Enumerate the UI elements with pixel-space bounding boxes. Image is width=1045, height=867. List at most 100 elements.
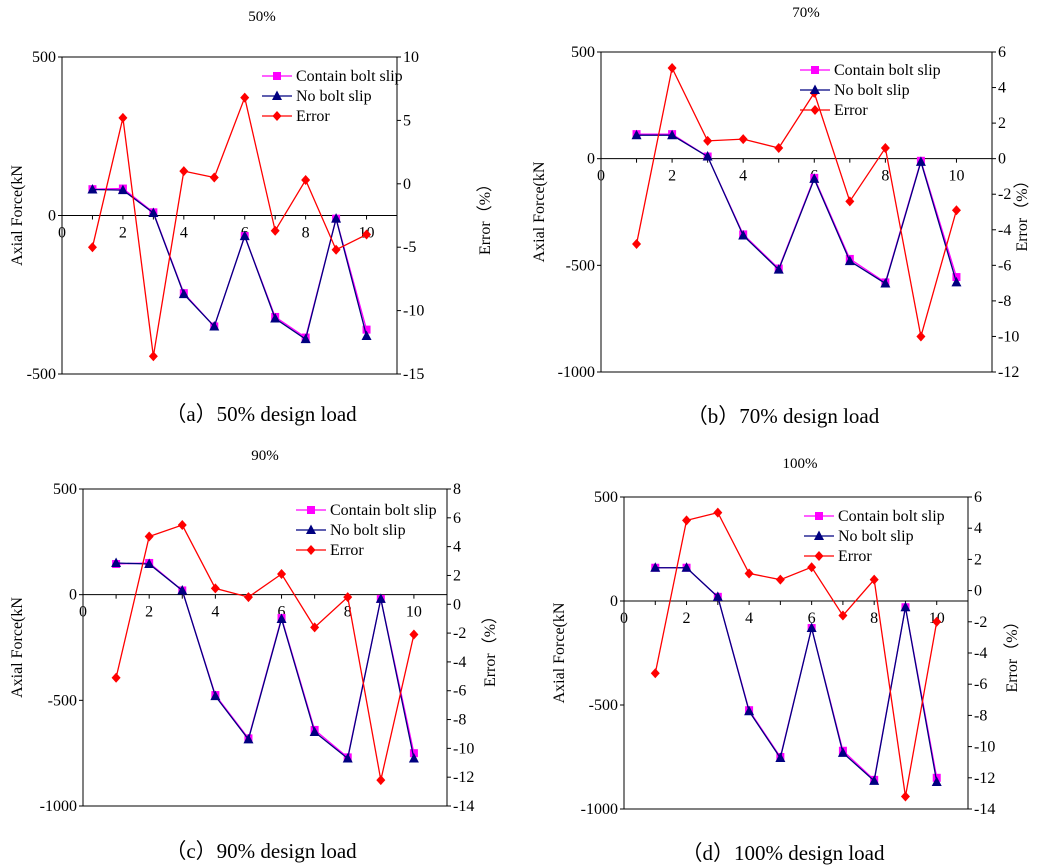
chart-c-ytick-label: 500 bbox=[53, 481, 77, 498]
chart-c-series-1-point bbox=[276, 613, 287, 623]
chart-d-legend-swatch-marker bbox=[814, 551, 824, 561]
chart-c-xtick-label: 4 bbox=[211, 604, 219, 621]
chart-d-ytick-label: -1000 bbox=[581, 801, 618, 818]
chart-c-ylabel: Axial Force(kN bbox=[9, 597, 26, 698]
chart-c-series-2-line bbox=[115, 524, 415, 781]
chart-a-series-2-point bbox=[270, 225, 280, 236]
chart-b-y2tick-label: -8 bbox=[998, 293, 1011, 310]
chart-b-series-2-point bbox=[951, 205, 961, 216]
chart-b-xtick-label: 0 bbox=[597, 168, 605, 185]
chart-a-series-2-point bbox=[148, 351, 158, 362]
chart-b-series-1-point bbox=[702, 151, 713, 161]
chart-c-xtick-label: 2 bbox=[145, 604, 153, 621]
chart-d-series-1-point bbox=[900, 601, 911, 612]
chart-b-series-1-point bbox=[880, 277, 891, 288]
chart-b-ytick-label: 500 bbox=[571, 44, 595, 61]
chart-d-y2tick-label: -14 bbox=[974, 801, 995, 818]
chart-a-caption: （a）50% design load bbox=[165, 402, 357, 426]
chart-d-y2tick-label: 6 bbox=[974, 489, 982, 506]
chart-a-series-2-point bbox=[240, 92, 250, 103]
chart-d-series-1-point bbox=[744, 705, 755, 716]
chart-b-xtick-label: 8 bbox=[881, 168, 889, 185]
chart-b-xtick-label: 10 bbox=[948, 168, 964, 185]
chart-c-ytick-label: -500 bbox=[48, 692, 77, 709]
chart-b-series-2-point bbox=[667, 63, 677, 73]
chart-a-series-2-point bbox=[331, 244, 341, 255]
chart-c-y2tick-label: 4 bbox=[453, 539, 461, 556]
chart-b-y2label: Error（%） bbox=[1013, 172, 1031, 251]
chart-c-series-1-line bbox=[116, 562, 415, 760]
chart-d-title: 100% bbox=[783, 456, 818, 472]
chart-d-series-2-point bbox=[838, 610, 848, 621]
chart-c-series-1-point bbox=[210, 690, 221, 701]
chart-d-ytick-label: 0 bbox=[610, 593, 618, 610]
chart-d-svg: 100% -1000 -500 0 500 -14 -12 -10 -8 -6 -4 -2 0 2 4 6 0 2… bbox=[551, 456, 1021, 818]
chart-b-series-2-point bbox=[738, 134, 748, 145]
chart-a-series-2-point bbox=[179, 166, 189, 177]
chart-d-series-2-point bbox=[650, 668, 660, 679]
chart-c-xtick-label: 0 bbox=[79, 604, 87, 621]
chart-b-series-1-point bbox=[773, 264, 784, 274]
chart-b-y2tick-label: -12 bbox=[998, 364, 1019, 381]
chart-a-ytick-label: 0 bbox=[48, 208, 56, 225]
chart-b-series-2-point bbox=[632, 239, 642, 249]
chart-d-xtick-label: 4 bbox=[745, 610, 753, 627]
chart-a-series-1-line bbox=[92, 188, 368, 341]
chart-b-series-1-point bbox=[809, 173, 820, 183]
chart-a-series-1-point bbox=[331, 213, 342, 223]
chart-a-series-2-point bbox=[301, 174, 311, 185]
chart-a-xtick-label: 8 bbox=[302, 225, 310, 242]
chart-panel-c: 90% -1000 -500 0 500 -14 -12 -10 -8 -6 -4 -2 0 2 4 6 8 0 2… bbox=[0, 433, 522, 866]
chart-a-ylabel: Axial Force(kN bbox=[9, 165, 26, 266]
chart-c-series-1-point bbox=[111, 557, 122, 567]
chart-d-xtick-label: 2 bbox=[683, 610, 691, 627]
chart-c-y2tick-label: -12 bbox=[453, 769, 474, 786]
chart-b-legend-label: Error bbox=[834, 102, 868, 119]
chart-c-title: 90% bbox=[251, 448, 279, 464]
chart-c-legend-label: Contain bolt slip bbox=[330, 502, 437, 519]
chart-d-y2tick-label: -6 bbox=[974, 676, 987, 693]
chart-a-series-1-point bbox=[239, 230, 250, 241]
chart-a-series-2-line bbox=[91, 95, 367, 357]
chart-a-y2tick-label: -5 bbox=[403, 239, 416, 256]
chart-b-series-2-point bbox=[845, 196, 855, 207]
chart-d-legend-swatch-marker bbox=[814, 530, 824, 540]
chart-b-y2tick-label: -4 bbox=[998, 222, 1011, 239]
chart-a-series-2-point bbox=[87, 242, 97, 253]
chart-d-legend-swatch-marker bbox=[815, 512, 823, 520]
chart-a-legend-swatch-marker bbox=[272, 111, 282, 121]
chart-a-y2tick-label: -10 bbox=[403, 303, 424, 320]
chart-b-legend-swatch-marker bbox=[811, 66, 819, 74]
chart-b-series-1-point bbox=[738, 229, 749, 240]
chart-d-series-2-line bbox=[654, 511, 938, 797]
chart-a-series-1-point bbox=[270, 313, 281, 323]
chart-c-ytick-label: -1000 bbox=[40, 798, 77, 815]
chart-d-y2tick-label: -8 bbox=[974, 707, 987, 724]
chart-c-series-2-point bbox=[111, 672, 121, 683]
chart-b-legend-label: No bolt slip bbox=[834, 82, 910, 99]
chart-d-series-2-point bbox=[869, 574, 879, 585]
chart-c-series-2-point bbox=[376, 775, 386, 786]
chart-a-series-1-point bbox=[209, 320, 220, 331]
chart-c-series-2-point bbox=[310, 622, 320, 633]
chart-b-svg: 70%-1000-5000500-12-10-8-6-4-20246024681… bbox=[531, 5, 1031, 381]
chart-a-xtick-label: 2 bbox=[119, 225, 127, 242]
chart-d-xtick-label: 0 bbox=[620, 610, 628, 627]
chart-d-y2tick-label: -12 bbox=[974, 770, 995, 787]
chart-b-series-1-line bbox=[636, 134, 958, 285]
chart-a-legend-swatch-marker bbox=[272, 90, 282, 100]
chart-b-y2tick-label: 0 bbox=[998, 151, 1006, 168]
chart-a-y2label: Error（%） bbox=[476, 176, 494, 255]
chart-c-series-1-point bbox=[177, 584, 188, 595]
chart-panel-b: 70%-1000-5000500-12-10-8-6-4-20246024681… bbox=[522, 0, 1044, 433]
chart-b-series-2-line bbox=[635, 65, 958, 337]
chart-c-xtick-label: 10 bbox=[406, 604, 422, 621]
chart-d-y2tick-label: 2 bbox=[974, 551, 982, 568]
chart-c-legend-swatch-marker bbox=[306, 545, 316, 555]
chart-c-y2tick-label: -2 bbox=[453, 625, 466, 642]
chart-d-series-2-point bbox=[775, 574, 785, 585]
chart-c-y2tick-label: 8 bbox=[453, 481, 461, 498]
